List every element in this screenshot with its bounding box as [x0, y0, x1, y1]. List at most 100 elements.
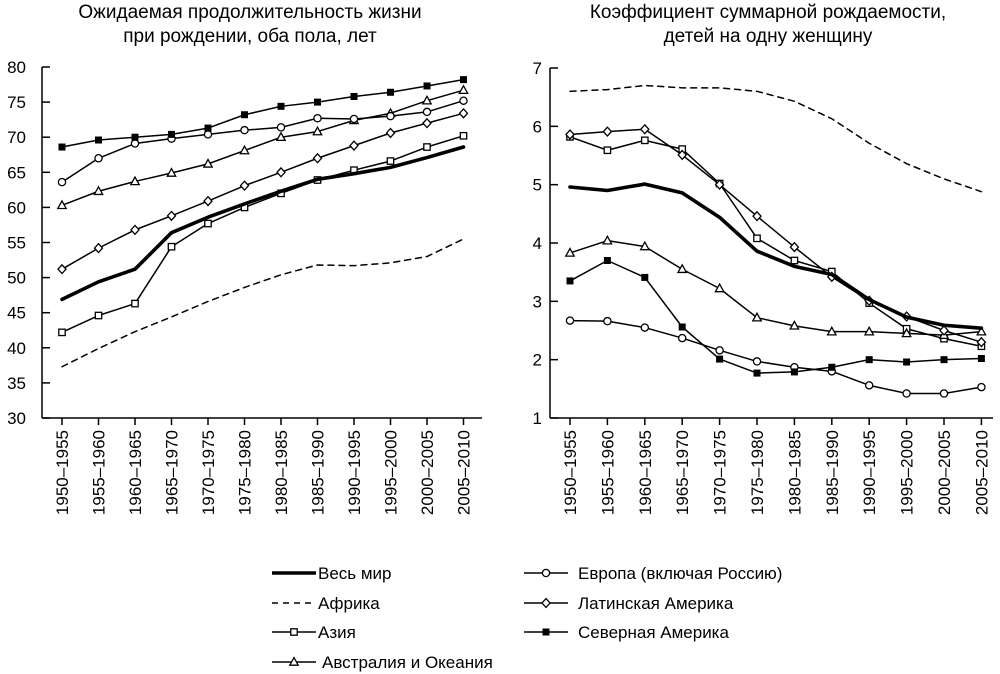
chart1-point-asia: [58, 328, 66, 337]
chart2-point-latam: [602, 126, 613, 137]
chart2-point-europe: [864, 381, 874, 390]
chart2-point-oceania: [976, 325, 987, 336]
chart2-series-world: [568, 182, 984, 330]
legend-label-latam: Латинская Америка: [578, 594, 734, 613]
legend-label-oceania: Австралия и Океания: [322, 653, 493, 672]
chart1-title-line-1: Ожидаемая продолжительность жизни: [78, 2, 421, 23]
chart2-line-latam: [569, 128, 983, 343]
chart1-point-asia: [423, 143, 431, 151]
chart1-point-latam: [57, 263, 67, 275]
chart2-point-latam: [789, 241, 800, 253]
chart2-point-latam: [677, 149, 688, 161]
chart2-point-oceania: [863, 325, 875, 336]
chart2-series-latam: [565, 123, 987, 348]
chart1-series-namerica: [58, 76, 467, 151]
chart1-line-africa: [61, 238, 465, 368]
chart2-y-tick-label: 5: [533, 176, 542, 195]
chart2-x-tick-label: 1980–1985: [785, 430, 804, 515]
chart-life-expectancy: Ожидаемая продолжительность жизни при рож…: [7, 2, 482, 515]
chart1-point-oceania: [312, 125, 323, 136]
legend-marker-asia: [290, 628, 298, 636]
chart2-point-namerica: [603, 257, 611, 264]
chart1-point-asia: [459, 131, 468, 140]
chart1-y-tick-label: 55: [7, 234, 26, 253]
chart2-line-asia: [569, 136, 983, 347]
chart1-point-oceania: [93, 185, 104, 196]
chart1-point-asia: [94, 311, 103, 320]
legend-marker-namerica: [542, 628, 550, 636]
chart2-x-tick-label: 2005–2010: [972, 430, 991, 515]
chart2-series-namerica: [566, 257, 985, 377]
chart2-point-europe: [603, 316, 612, 326]
chart2-series-asia: [566, 132, 986, 351]
chart2-series-africa: [569, 84, 983, 193]
chart1-point-namerica: [460, 76, 467, 84]
chart1-x-tick-label: 1995–2000: [382, 430, 401, 515]
chart2-x-tick-label: 1970–1975: [711, 430, 730, 515]
chart1-point-oceania: [166, 167, 177, 177]
chart2-x-tick-label: 1990–1995: [860, 430, 879, 515]
chart1-title-line-2: при рождении, оба пола, лет: [123, 26, 377, 47]
chart2-point-latam: [565, 129, 575, 140]
chart1-series-africa: [61, 238, 465, 368]
chart2-y-tick-label: 7: [533, 59, 542, 78]
chart1-point-oceania: [202, 158, 214, 168]
chart1-point-oceania: [129, 175, 141, 186]
chart2-point-namerica: [566, 277, 574, 285]
chart2-point-oceania: [602, 234, 613, 245]
legend-label-europe: Европа (включая Россию): [578, 564, 782, 583]
chart1-point-latam: [166, 210, 177, 222]
chart1-line-asia: [61, 135, 465, 334]
chart2-point-europe: [640, 323, 650, 332]
chart1-y-tick-label: 75: [7, 93, 26, 112]
chart2-point-namerica: [753, 369, 761, 377]
chart2-point-namerica: [641, 273, 649, 281]
chart2-point-europe: [677, 333, 687, 343]
chart1-point-europe: [349, 114, 359, 124]
chart1-x-tick-label: 1950–1955: [53, 430, 72, 515]
chart2-x-tick-label: 1960–1965: [636, 430, 655, 515]
chart1-series-oceania: [56, 84, 469, 210]
chart2-point-oceania: [676, 263, 688, 274]
chart1-x-tick-label: 2005–2010: [455, 430, 474, 515]
chart1-line-latam: [61, 112, 465, 270]
chart2-point-latam: [976, 336, 987, 348]
chart2-x-tick-label: 1955–1960: [598, 430, 617, 515]
chart1-y-tick-label: 45: [7, 304, 26, 323]
legend-item-africa: Африка: [272, 594, 380, 613]
legend-item-oceania: Австралия и Океания: [272, 653, 493, 672]
chart2-x-tick-label: 1985–1990: [823, 430, 842, 515]
chart1-point-latam: [349, 140, 359, 151]
chart1-line-europe: [61, 99, 465, 183]
chart1-point-europe: [386, 111, 395, 121]
chart2-point-asia: [603, 146, 612, 155]
chart1-point-namerica: [131, 133, 139, 141]
chart1-point-oceania: [56, 199, 68, 210]
chart1-y-tick-label: 70: [7, 128, 26, 147]
chart2-x-tick-label: 1975–1980: [748, 430, 767, 515]
chart1-point-namerica: [168, 130, 175, 138]
chart1-point-europe: [313, 113, 322, 123]
chart2-x-tick-label: 1950–1955: [561, 430, 580, 515]
chart1-line-oceania: [61, 89, 465, 207]
chart1-point-namerica: [58, 143, 66, 151]
chart2-point-namerica: [828, 363, 836, 371]
chart1-point-latam: [458, 107, 469, 119]
chart1-point-latam: [385, 127, 396, 139]
chart1-point-latam: [130, 224, 140, 236]
chart1-y-tick-label: 80: [7, 58, 26, 77]
chart1-point-namerica: [241, 111, 248, 119]
chart1-point-namerica: [95, 136, 102, 144]
chart2-title-line-1: Коэффициент суммарной рождаемости,: [590, 2, 946, 23]
chart1-y-tick-label: 40: [7, 339, 26, 358]
chart1-x-tick-label: 1965–1970: [163, 430, 182, 515]
chart1-x-tick-label: 1990–1995: [345, 430, 364, 515]
chart1-x-tick-label: 2000–2005: [418, 430, 437, 515]
chart1-point-latam: [422, 117, 432, 129]
chart2-point-europe: [565, 316, 575, 325]
chart1-point-europe: [422, 107, 432, 117]
chart1-point-latam: [93, 242, 104, 254]
chart1-point-europe: [94, 154, 103, 163]
legend-item-latam: Латинская Америка: [524, 594, 734, 613]
